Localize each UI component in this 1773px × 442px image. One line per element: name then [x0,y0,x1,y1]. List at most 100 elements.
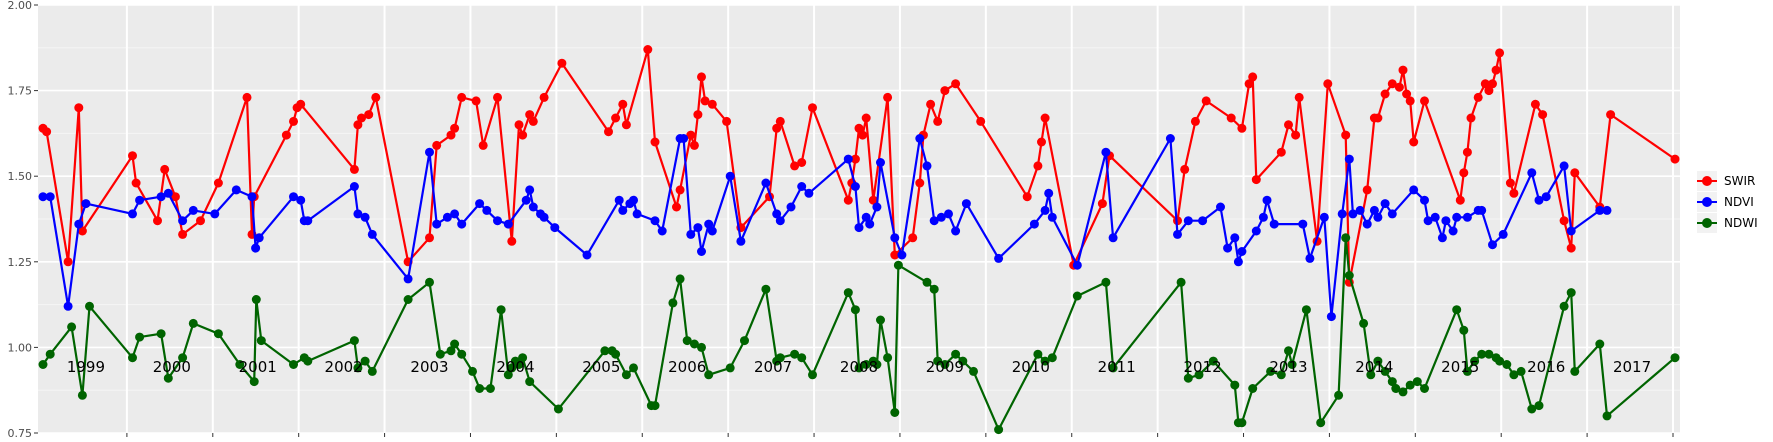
year-label: 2010 [1012,358,1050,376]
data-point-swir [178,229,188,239]
data-point-swir [775,116,785,126]
data-point-ndvi [1233,257,1243,267]
data-point-swir [432,140,442,150]
data-point-ndvi [944,209,953,219]
data-point-ndvi [425,147,434,157]
data-point-ndwi [1301,305,1311,315]
data-point-swir [364,110,374,120]
data-point-ndwi [621,370,631,380]
data-point-swir [289,116,298,126]
data-point-ndvi [353,209,363,219]
data-point-ndvi [247,192,257,202]
data-point-ndvi [1534,195,1544,205]
year-label: 1999 [67,358,105,376]
data-point-swir [514,120,524,130]
data-point-ndvi [163,188,173,198]
y-tick-label: 1.50 [8,170,33,183]
data-point-ndvi [1298,219,1308,229]
data-point-ndvi [1362,219,1372,229]
data-point-ndvi [1230,233,1240,243]
data-point-ndwi [156,329,166,339]
data-point-ndwi [256,336,266,346]
data-point-ndvi [994,253,1004,263]
data-point-swir [1201,96,1211,106]
data-point-ndvi [843,154,853,164]
data-point-swir [861,113,871,123]
data-point-ndwi [450,339,460,349]
data-point-swir [722,116,732,126]
data-point-ndwi [1287,360,1297,369]
data-point-swir [621,120,631,130]
data-point-ndvi [45,192,55,202]
data-point-swir [1455,195,1465,205]
data-point-ndvi [1047,212,1057,222]
data-point-ndwi [303,356,313,366]
data-point-ndvi [1423,216,1433,226]
data-point-ndvi [251,243,261,253]
data-point-ndwi [553,404,563,414]
data-point-ndvi [951,226,961,236]
data-point-swir [1491,65,1501,75]
data-point-ndvi [1527,168,1537,178]
data-point-ndwi [496,305,506,315]
data-point-ndvi [210,209,220,219]
year-label: 2004 [496,358,534,376]
data-point-ndwi [38,360,48,369]
data-point-swir [1180,164,1190,174]
data-point-swir [1462,147,1472,157]
data-point-ndwi [1484,349,1494,359]
data-point-ndwi [446,346,456,356]
data-point-ndwi [629,363,638,373]
data-point-swir [643,45,653,54]
data-point-swir [790,161,800,171]
data-point-ndvi [475,199,485,209]
data-point-ndvi [231,185,241,195]
y-tick-label: 1.75 [8,85,33,98]
data-point-swir [1409,137,1419,147]
data-point-ndwi [861,360,871,369]
data-point-swir [1538,110,1548,120]
data-point-ndwi [808,370,817,380]
year-label: 2017 [1613,358,1651,376]
data-point-ndwi [1570,366,1580,376]
series-ndwi [38,233,1680,435]
data-point-swir [160,164,170,174]
data-point-ndwi [1101,277,1111,287]
data-point-ndvi [657,226,667,236]
data-point-swir [650,137,660,147]
data-point-ndvi [854,223,864,233]
data-point-ndwi [485,384,495,393]
data-point-ndvi [1441,216,1451,226]
year-label: 2000 [153,358,191,376]
data-point-ndwi [933,356,943,366]
data-point-ndwi [1366,370,1376,380]
data-point-ndwi [1391,384,1401,393]
data-point-ndwi [1398,387,1408,397]
data-point-ndwi [650,401,660,411]
data-point-ndvi [1595,205,1605,215]
data-point-swir [1037,137,1046,147]
data-point-swir [525,110,535,120]
data-point-ndvi [349,182,359,191]
data-point-swir [976,116,986,126]
data-point-ndwi [1276,370,1286,380]
data-point-ndwi [1470,356,1480,366]
data-point-ndvi [872,202,882,212]
data-point-ndwi [1387,377,1397,387]
data-point-ndvi [450,209,460,219]
legend: SWIR NDVI NDWI [1697,171,1758,233]
data-point-swir [1362,185,1372,195]
data-point-ndwi [689,339,699,349]
data-point-ndwi [1284,346,1293,356]
data-point-ndwi [850,305,860,315]
data-point-ndvi [1437,233,1447,243]
data-point-swir [1484,86,1494,96]
data-point-ndvi [915,134,925,143]
data-point-ndvi [1173,229,1182,239]
data-point-swir [1097,199,1107,209]
data-point-ndwi [67,322,77,332]
data-point-ndvi [1262,195,1272,205]
data-point-swir [1237,123,1247,133]
data-point-ndvi [614,195,624,205]
data-point-ndvi [135,195,145,205]
